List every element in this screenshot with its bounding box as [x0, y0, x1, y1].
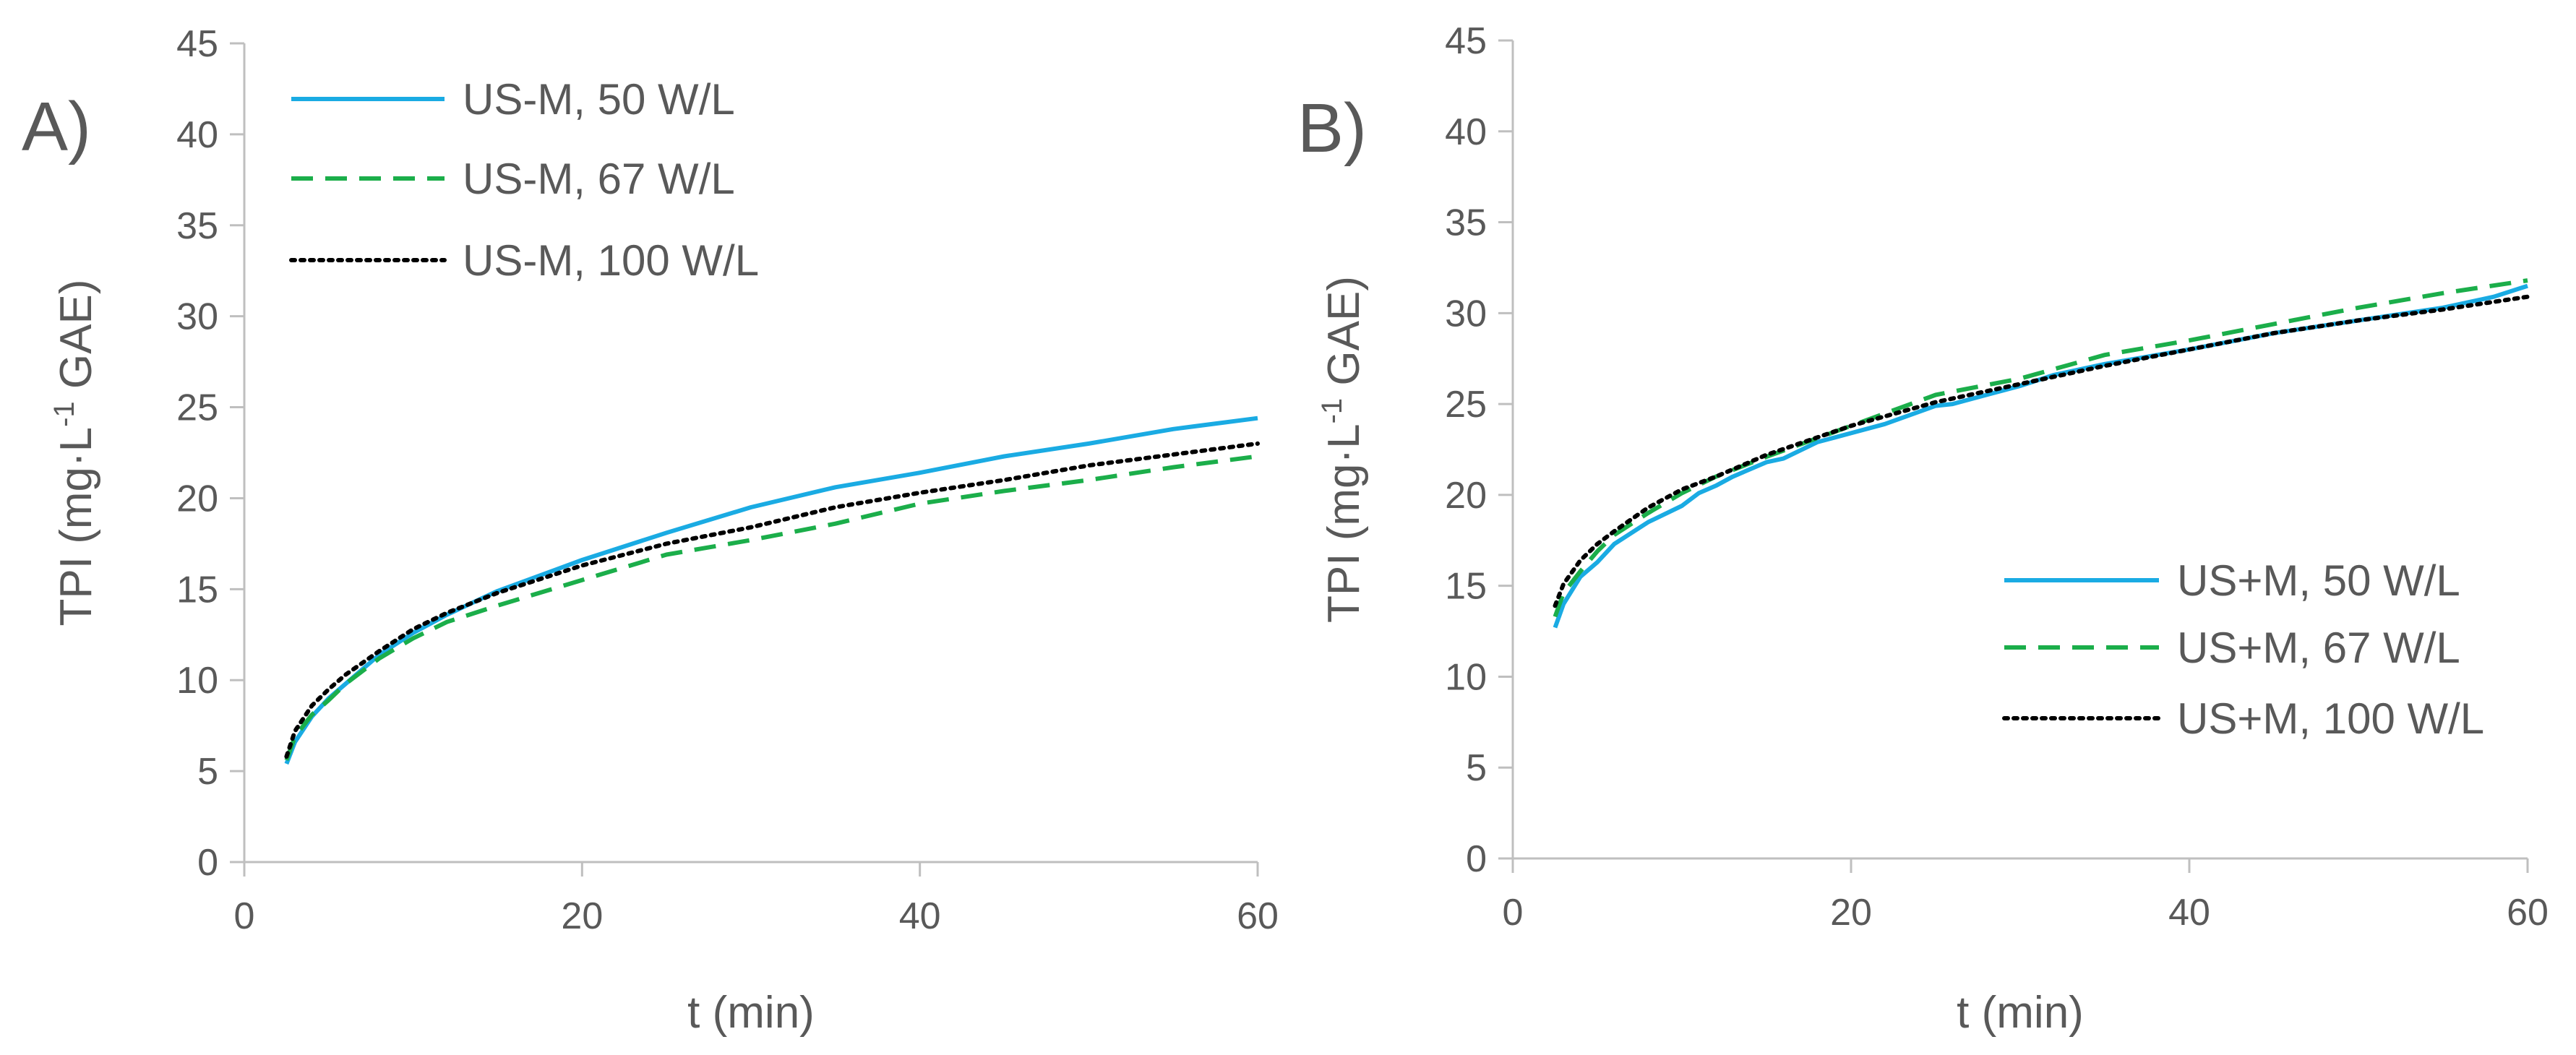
- y-tick-label: 30: [1445, 293, 1487, 335]
- y-tick-label: 25: [1445, 384, 1487, 426]
- y-tick-label: 45: [176, 23, 218, 65]
- y-tick-label: 30: [176, 296, 218, 338]
- y-tick-label: 10: [1445, 656, 1487, 698]
- y-tick-label: 25: [176, 387, 218, 429]
- series-line-2: [284, 454, 1258, 762]
- x-tick-label: 0: [1503, 892, 1524, 934]
- y-axis-title: TPI (mg·L-1 GAE): [48, 280, 101, 626]
- y-tick-label: 5: [1466, 747, 1487, 789]
- x-tick-label: 40: [899, 895, 941, 937]
- legend-label-2: US+M, 67 W/L: [2177, 624, 2460, 672]
- legend-label-2: US-M, 67 W/L: [463, 155, 735, 203]
- y-axis-title-prefix: TPI (mg·L: [51, 427, 101, 626]
- y-tick-label: 35: [1445, 202, 1487, 244]
- y-tick-label: 20: [176, 478, 218, 520]
- legend-label-3: US-M, 100 W/L: [463, 236, 759, 285]
- y-tick-label: 15: [1445, 566, 1487, 608]
- y-tick-label: 45: [1445, 20, 1487, 62]
- y-tick-label: 20: [1445, 475, 1487, 517]
- x-tick-label: 0: [234, 895, 255, 937]
- series-line-3: [284, 441, 1260, 759]
- y-axis-title-superscript: -1: [1316, 398, 1348, 424]
- y-tick-label: 40: [176, 114, 218, 156]
- x-tick-label: 40: [2168, 892, 2210, 934]
- y-tick-label: 40: [1445, 111, 1487, 153]
- y-tick-label: 15: [176, 569, 218, 611]
- legend-label-1: US+M, 50 W/L: [2177, 556, 2460, 605]
- series-line-3: [1553, 294, 2530, 608]
- y-axis-title-suffix: GAE): [51, 280, 101, 402]
- y-tick-label: 35: [176, 205, 218, 247]
- y-tick-label: 0: [197, 842, 218, 884]
- legend: US+M, 50 W/L US+M, 67 W/L US+M, 100 W/L: [2002, 556, 2484, 743]
- y-tick-label: 5: [197, 751, 218, 793]
- x-axis-title: t (min): [1957, 988, 2084, 1038]
- y-tick-label: 0: [1466, 838, 1487, 880]
- x-tick-label: 20: [561, 895, 603, 937]
- panel-label: B): [1297, 90, 1367, 167]
- x-tick-label: 60: [1237, 895, 1279, 937]
- y-tick-label: 10: [176, 660, 218, 702]
- legend-label-3: US+M, 100 W/L: [2177, 694, 2484, 743]
- y-axis-title: TPI (mg·L-1 GAE): [1316, 276, 1369, 623]
- panel-label: A): [22, 88, 91, 165]
- chart-panel-b: 0 5 10 15 20 25 30 35 40 45 0 20 40 60 t (min) TPI (mg·…: [1297, 20, 2549, 1038]
- y-axis-title-prefix: TPI (mg·L: [1319, 423, 1369, 623]
- series-line-1: [284, 415, 1258, 765]
- x-tick-label: 60: [2507, 892, 2549, 934]
- chart-panel-a: 0 5 10 15 20 25 30 35 40 45 0 20 40 60 t (min) TPI (mg·…: [22, 23, 1279, 1038]
- legend-label-1: US-M, 50 W/L: [463, 75, 735, 124]
- y-axis-title-suffix: GAE): [1319, 276, 1369, 398]
- x-tick-label: 20: [1830, 892, 1872, 934]
- x-axis-title: t (min): [687, 988, 815, 1038]
- y-axis-title-superscript: -1: [48, 401, 80, 427]
- legend: US-M, 50 W/L US-M, 67 W/L US-M, 100 W/L: [289, 75, 759, 285]
